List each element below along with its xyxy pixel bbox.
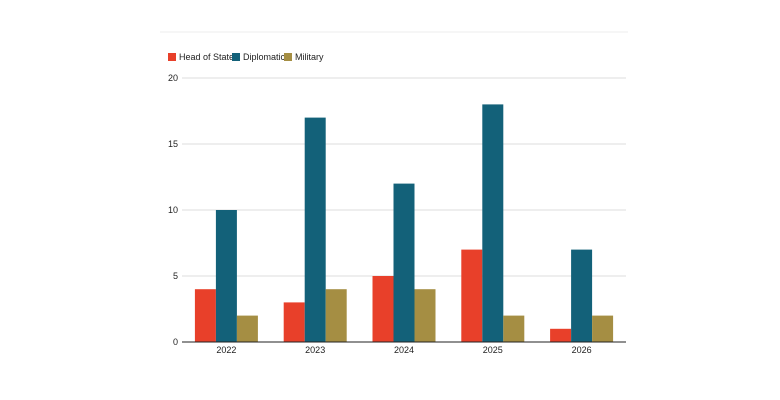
x-tick-label: 2024 [394,345,414,355]
bar-head-of-state-2022 [194,289,216,342]
bar-military-2025 [503,315,525,342]
axes: 0 5 10 15 20 2022 2023 2024 2025 2026 [168,73,626,355]
bar-military-2026 [592,315,614,342]
legend-swatch [284,53,292,61]
bar-diplomatic-2023 [304,117,326,342]
x-tick-label: 2025 [483,345,503,355]
bar-diplomatic-2025 [482,104,504,343]
bar-diplomatic-2024 [393,183,415,342]
bars [194,104,614,343]
bar-head-of-state-2023 [283,302,305,342]
bar-head-of-state-2024 [372,276,394,342]
bar-diplomatic-2026 [571,249,593,342]
y-tick-label: 15 [168,139,178,149]
bar-diplomatic-2022 [215,210,237,342]
legend-swatch [232,53,240,61]
legend: Head of State Diplomatic Military [168,52,324,62]
bar-military-2022 [236,315,258,342]
x-tick-label: 2023 [305,345,325,355]
legend-label: Diplomatic [243,52,286,62]
bar-military-2024 [414,289,436,342]
y-tick-label: 10 [168,205,178,215]
y-tick-label: 0 [173,337,178,347]
legend-label: Military [295,52,324,62]
x-tick-label: 2022 [216,345,236,355]
legend-label: Head of State [179,52,234,62]
y-tick-label: 5 [173,271,178,281]
bar-head-of-state-2026 [550,328,572,342]
x-tick-label: 2026 [572,345,592,355]
legend-swatch [168,53,176,61]
bar-military-2023 [325,289,347,342]
y-tick-label: 20 [168,73,178,83]
bar-head-of-state-2025 [461,249,483,342]
